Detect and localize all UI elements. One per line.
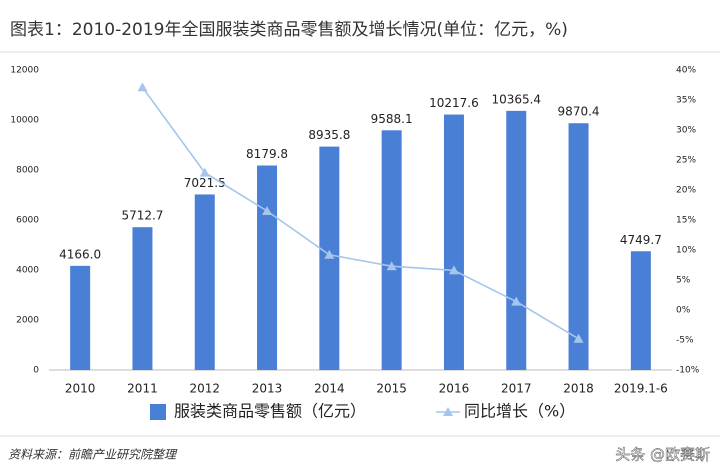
y-tick-label: 2000 — [16, 316, 39, 326]
line-marker — [199, 167, 210, 177]
y-tick-label: 10000 — [10, 116, 39, 126]
y2-tick-label: -5% — [676, 336, 694, 346]
x-tick-label: 2010 — [65, 382, 96, 396]
x-tick-label: 2016 — [439, 382, 470, 396]
line — [141, 86, 579, 340]
bar — [194, 194, 215, 370]
bar — [257, 165, 278, 370]
x-tick-label: 2019.1-6 — [614, 382, 668, 396]
y2-tick-label: 10% — [676, 246, 696, 256]
bar — [443, 114, 464, 370]
y2-tick-label: 20% — [676, 186, 696, 196]
x-tick-label: 2011 — [127, 382, 158, 396]
y2-tick-label: -10% — [676, 366, 700, 376]
value-label: 9870.4 — [558, 105, 600, 119]
y2-tick-label: 15% — [676, 216, 696, 226]
x-tick-label: 2017 — [501, 382, 532, 396]
legend-swatch — [443, 407, 453, 416]
chart-title: 图表1：2010-2019年全国服装类商品零售额及增长情况(单位：亿元，%) — [10, 20, 568, 40]
value-label: 4749.7 — [620, 233, 662, 247]
bar — [381, 130, 402, 370]
y-tick-label: 4000 — [16, 266, 39, 276]
y2-tick-label: 25% — [676, 156, 696, 166]
y2-tick-label: 35% — [676, 96, 696, 106]
line-marker — [262, 206, 273, 215]
y-tick-label: 6000 — [16, 216, 39, 226]
x-tick-label: 2012 — [189, 382, 220, 396]
y2-tick-label: 0% — [676, 306, 691, 316]
value-label: 8935.8 — [308, 128, 350, 142]
source: 资料来源：前瞻产业研究院整理 — [8, 448, 178, 462]
value-label: 8179.8 — [246, 147, 288, 161]
value-label: 4166.0 — [59, 247, 101, 261]
legend-swatch — [150, 404, 166, 420]
line-marker — [137, 82, 148, 92]
line-marker — [386, 261, 397, 271]
watermark: 头条 @欧赛斯 — [615, 446, 710, 464]
x-tick-label: 2014 — [314, 382, 345, 396]
line-marker — [324, 249, 335, 259]
y2-tick-label: 40% — [676, 66, 696, 76]
bar — [506, 110, 527, 371]
value-label: 10365.4 — [491, 92, 541, 106]
bar — [568, 123, 589, 371]
line-marker — [573, 333, 584, 343]
value-label: 9588.1 — [371, 112, 413, 126]
value-label: 5712.7 — [121, 209, 163, 223]
legend-label: 同比增长（%） — [464, 402, 575, 421]
y2-tick-label: 30% — [676, 126, 696, 136]
bar — [132, 227, 153, 370]
value-label: 7021.5 — [184, 176, 226, 190]
legend-label: 服装类商品零售额（亿元） — [174, 402, 366, 421]
x-tick-label: 2018 — [563, 382, 594, 396]
line-marker — [448, 265, 459, 275]
line-marker — [511, 296, 522, 306]
x-tick-label: 2015 — [376, 382, 407, 396]
value-label: 10217.6 — [429, 96, 479, 110]
bar — [630, 251, 651, 370]
x-tick-label: 2013 — [252, 382, 283, 396]
y-tick-label: 0 — [33, 366, 39, 376]
y-tick-label: 8000 — [16, 166, 39, 176]
y2-tick-label: 5% — [676, 276, 691, 286]
bar — [70, 265, 91, 370]
y-tick-label: 12000 — [10, 66, 39, 76]
